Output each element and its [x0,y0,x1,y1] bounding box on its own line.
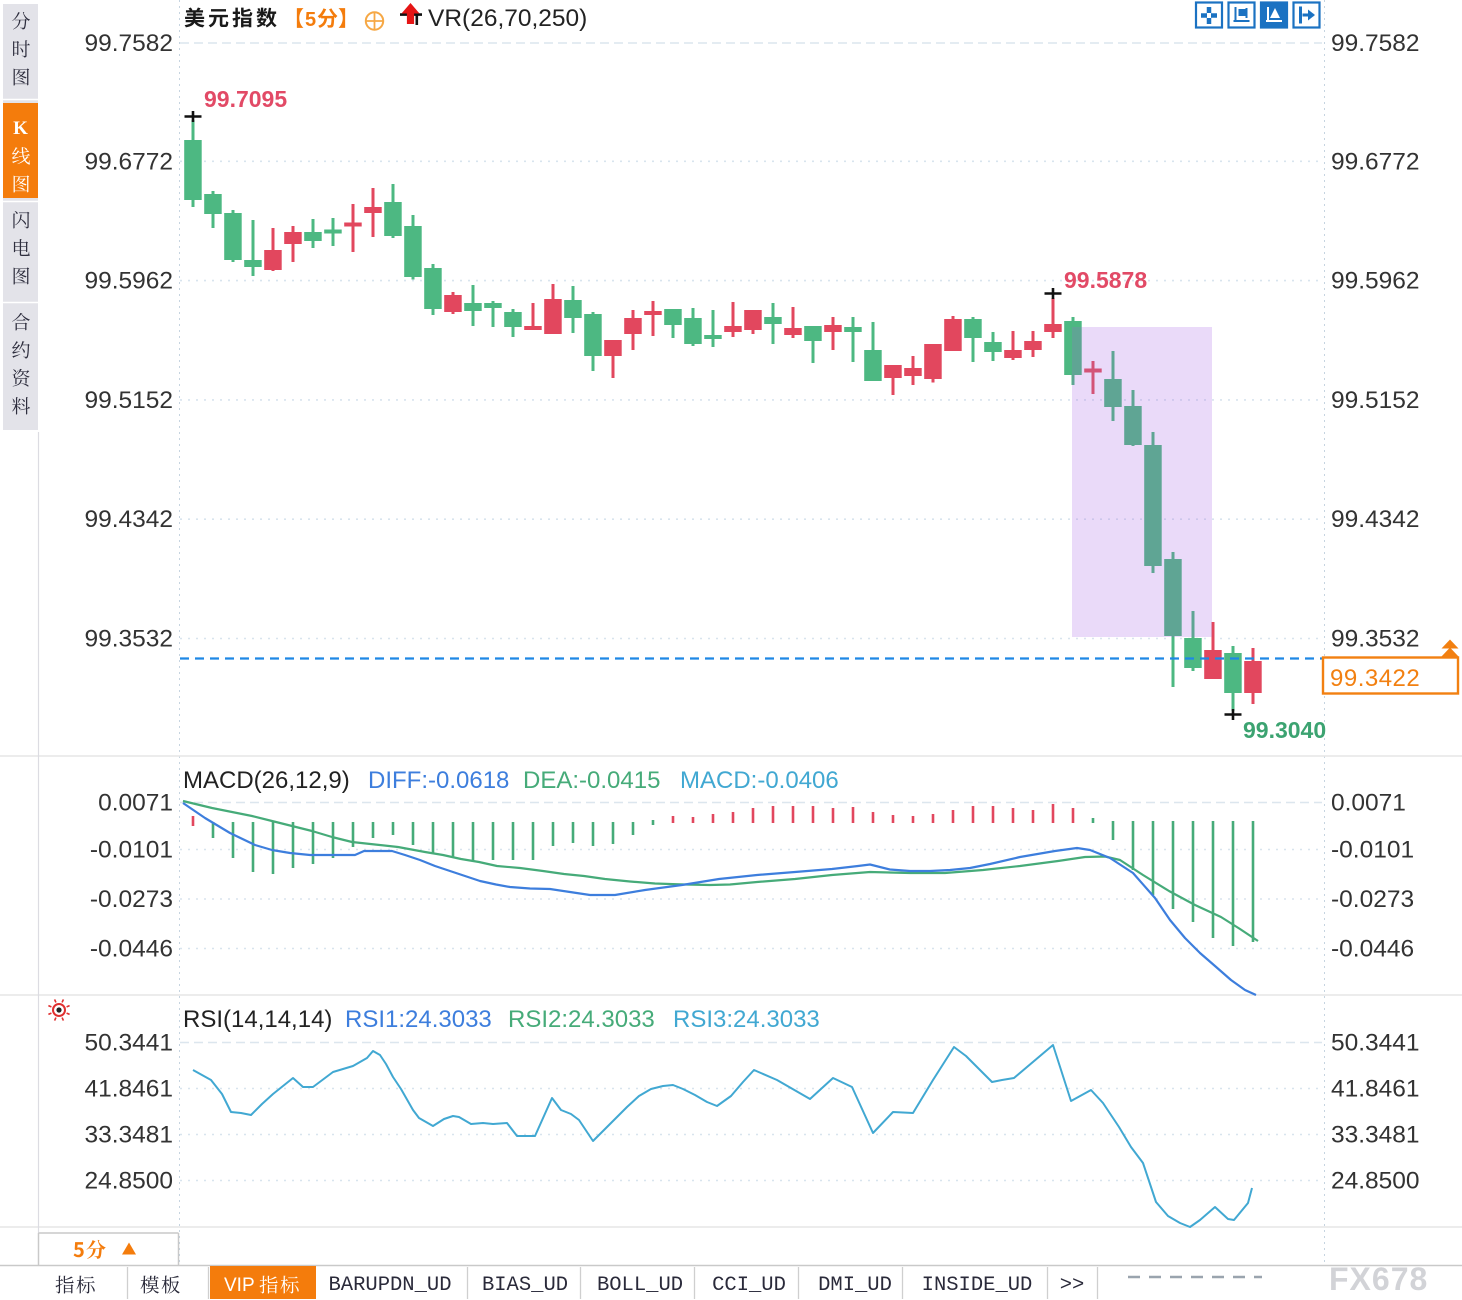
svg-text:99.5962: 99.5962 [1331,268,1420,295]
svg-text:99.7095: 99.7095 [204,86,287,112]
svg-text:DMI_UD: DMI_UD [818,1274,892,1297]
svg-text:-0.0446: -0.0446 [1331,936,1414,963]
svg-text:50.3441: 50.3441 [84,1030,173,1057]
svg-text:99.5962: 99.5962 [84,268,173,295]
svg-text:99.6772: 99.6772 [84,148,173,175]
svg-text:24.8500: 24.8500 [84,1168,173,1195]
svg-text:RSI3:24.3033: RSI3:24.3033 [673,1006,820,1033]
svg-text:5: 5 [305,9,316,31]
svg-text:-0.0101: -0.0101 [1331,837,1414,864]
svg-text:-0.0101: -0.0101 [90,837,173,864]
svg-text:K: K [13,118,28,139]
svg-text:99.3040: 99.3040 [1243,717,1326,743]
svg-text:24.8500: 24.8500 [1331,1168,1420,1195]
svg-text:50.3441: 50.3441 [1331,1030,1420,1057]
svg-text:>>: >> [1060,1274,1085,1297]
svg-text:99.3532: 99.3532 [1331,626,1420,653]
svg-text:-0.0273: -0.0273 [1331,886,1414,913]
svg-text:FX678: FX678 [1329,1261,1428,1297]
svg-text:99.4342: 99.4342 [84,506,173,533]
svg-text:99.5152: 99.5152 [84,387,173,414]
svg-text:VIP: VIP [224,1275,255,1296]
svg-text:MACD(26,12,9): MACD(26,12,9) [183,767,350,794]
svg-text:99.6772: 99.6772 [1331,148,1420,175]
svg-text:VR(26,70,250): VR(26,70,250) [428,5,587,32]
svg-text:BIAS_UD: BIAS_UD [482,1274,568,1297]
svg-text:RSI1:24.3033: RSI1:24.3033 [345,1006,492,1033]
svg-text:33.3481: 33.3481 [1331,1122,1420,1149]
svg-text:99.5152: 99.5152 [1331,387,1420,414]
svg-text:99.4342: 99.4342 [1331,506,1420,533]
svg-text:99.7582: 99.7582 [1331,30,1420,57]
svg-text:BARUPDN_UD: BARUPDN_UD [328,1274,451,1297]
svg-text:99.5878: 99.5878 [1064,267,1147,293]
svg-text:CCI_UD: CCI_UD [712,1274,786,1297]
svg-text:RSI2:24.3033: RSI2:24.3033 [508,1006,655,1033]
svg-text:99.3532: 99.3532 [84,626,173,653]
svg-text:0.0071: 0.0071 [1331,790,1406,817]
svg-text:RSI(14,14,14): RSI(14,14,14) [183,1006,332,1033]
svg-text:99.3422: 99.3422 [1330,665,1420,692]
svg-text:99.7582: 99.7582 [84,30,173,57]
svg-text:-0.0446: -0.0446 [90,936,173,963]
svg-text:-0.0273: -0.0273 [90,886,173,913]
svg-text:0.0071: 0.0071 [98,790,173,817]
svg-text:41.8461: 41.8461 [1331,1076,1420,1103]
svg-text:MACD:-0.0406: MACD:-0.0406 [680,767,839,794]
svg-text:BOLL_UD: BOLL_UD [597,1274,683,1297]
svg-text:33.3481: 33.3481 [84,1122,173,1149]
svg-text:41.8461: 41.8461 [84,1076,173,1103]
svg-text:DEA:-0.0415: DEA:-0.0415 [523,767,660,794]
svg-text:DIFF:-0.0618: DIFF:-0.0618 [368,767,509,794]
svg-text:INSIDE_UD: INSIDE_UD [922,1274,1033,1297]
